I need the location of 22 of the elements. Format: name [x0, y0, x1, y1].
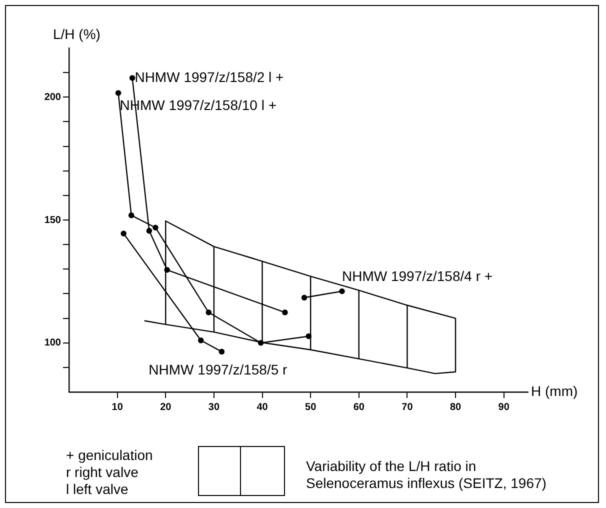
annotation: NHMW 1997/z/158/5 r: [148, 362, 288, 378]
x-tick-label: 50: [305, 402, 317, 413]
y-tick-label: 150: [44, 214, 62, 226]
x-tick-label: 70: [402, 402, 414, 413]
x-tick-label: 90: [498, 402, 510, 413]
text: Variability of the L/H ratio in: [306, 458, 478, 475]
text: l left valve: [66, 481, 130, 498]
text: + geniculation: [66, 447, 153, 464]
x-tick-label: 80: [450, 402, 462, 413]
y-tick-label: 200: [44, 92, 62, 103]
x-axis-title: H (mm): [531, 382, 578, 399]
text: Selenoceramus inflexus (SEITZ, 1967): [306, 475, 546, 492]
x-tick-label: 30: [208, 402, 220, 413]
x-tick-label: 40: [256, 402, 268, 413]
annotation: NHMW 1997/z/158/4 r +: [342, 268, 493, 284]
x-tick-label: 20: [160, 402, 172, 413]
x-tick-label: 10: [112, 402, 124, 413]
annotation: NHMW 1997/z/158/2 l +: [134, 68, 284, 85]
y-tick-label: 100: [44, 338, 62, 349]
y-axis-title: L/H (%): [53, 26, 100, 42]
x-tick-label: 60: [353, 402, 365, 413]
text: r right valve: [66, 464, 140, 481]
